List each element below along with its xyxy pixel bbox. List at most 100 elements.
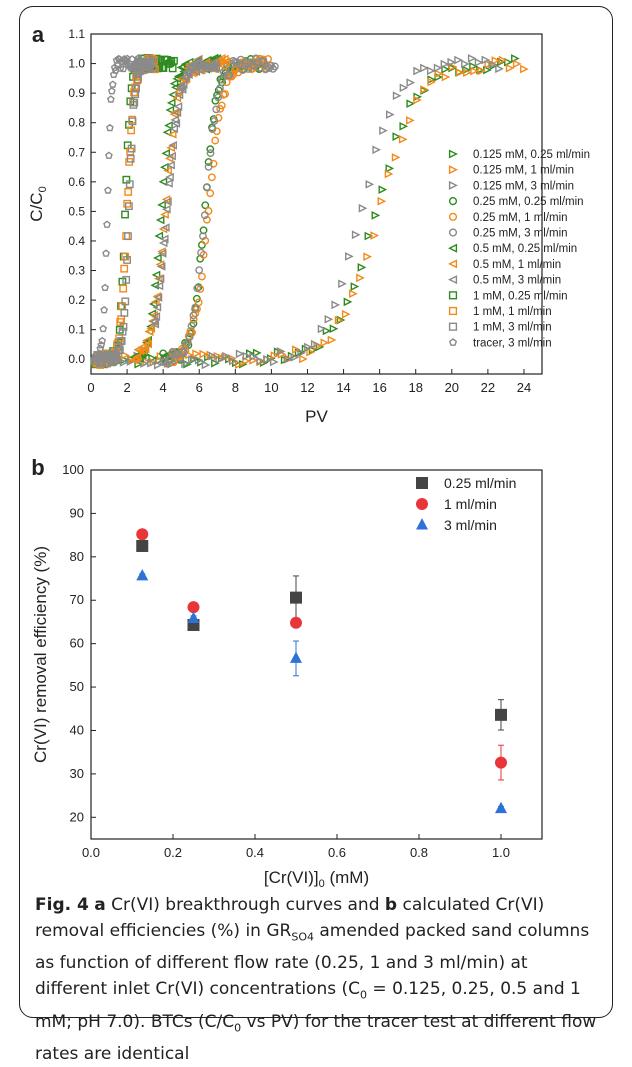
data-point: [488, 60, 498, 69]
data-point: [135, 65, 144, 73]
data-point: [329, 324, 339, 334]
data-point: [498, 55, 508, 65]
y-tick-label: 0.9: [68, 86, 85, 100]
x-tick-label: 0.6: [328, 845, 346, 860]
data-point: [154, 231, 164, 241]
data-point: [331, 300, 341, 310]
data-point: [193, 284, 202, 293]
data-point: [391, 153, 401, 162]
data-point: [211, 358, 220, 368]
data-point: [356, 273, 365, 283]
data-point: [99, 324, 108, 333]
y-tick-label: 0.6: [68, 175, 85, 189]
data-point: [363, 252, 372, 261]
data-point: [216, 84, 224, 93]
data-point: [161, 148, 171, 158]
data-point: [130, 98, 139, 107]
panel-b-legend: 0.25 ml/min 1 ml/min 3 ml/min: [416, 475, 516, 533]
data-point: [122, 232, 131, 240]
y-tick-label: 0.8: [68, 116, 85, 130]
data-point: [105, 151, 113, 159]
x-axis-label-text: [Cr(VI)]: [264, 868, 319, 887]
x-tick-label: 12: [300, 380, 314, 395]
data-point: [217, 75, 226, 84]
data-point: [217, 101, 226, 110]
data-point: [126, 154, 135, 163]
x-tick-label: 0.0: [82, 845, 100, 860]
data-point: [104, 186, 112, 194]
data-point: [252, 54, 260, 63]
data-point: [167, 151, 176, 161]
data-point: [107, 87, 116, 95]
data-point: [242, 356, 251, 366]
data-point: [191, 303, 200, 312]
data-point: [511, 54, 520, 63]
data-point: [194, 283, 203, 292]
legend-label: 0.5 mM, 3 ml/min: [473, 275, 561, 287]
data-point: [269, 357, 279, 367]
data-point: [180, 348, 188, 357]
legend-marker: [416, 498, 428, 510]
data-point: [121, 350, 130, 360]
data-point: [134, 75, 142, 84]
data-point: [122, 275, 131, 284]
data-point: [343, 297, 353, 307]
data-point: [163, 197, 172, 206]
data-point: [157, 249, 167, 258]
data-point: [441, 72, 451, 82]
data-point: [120, 308, 129, 317]
data-point: [207, 59, 216, 69]
panel-a-plot-area: [90, 33, 543, 375]
data-point: [341, 309, 351, 319]
data-point: [162, 127, 172, 137]
data-point: [177, 85, 187, 94]
x-tick-label: 0: [87, 380, 94, 395]
data-point: [427, 77, 437, 87]
data-point: [166, 160, 175, 170]
data-point: [491, 56, 501, 65]
data-point: [455, 68, 465, 77]
panel-b-letter: b: [31, 455, 44, 480]
data-point: [495, 756, 507, 769]
data-point: [371, 211, 381, 220]
legend-label: 0.125 mM, 0.25 ml/min: [473, 149, 590, 161]
data-point: [263, 354, 272, 364]
data-point: [164, 179, 173, 188]
data-point: [365, 180, 375, 189]
data-point: [290, 591, 302, 604]
data-point: [484, 60, 494, 69]
caption-text-2: calculated Cr(VI) removal efficiencies (…: [35, 895, 545, 941]
y-tick-label: 70: [70, 592, 84, 607]
legend-marker: [416, 477, 428, 489]
data-point: [106, 95, 115, 103]
data-point: [406, 116, 415, 125]
data-point: [477, 66, 486, 76]
legend-label: 0.25 mM, 1 ml/min: [473, 212, 568, 224]
x-tick-label: 22: [481, 380, 495, 395]
data-point: [351, 230, 361, 240]
data-point: [169, 124, 179, 134]
data-point: [150, 297, 160, 307]
data-point: [290, 616, 302, 629]
data-point: [497, 57, 506, 67]
data-point: [520, 64, 529, 74]
data-point: [158, 177, 168, 187]
data-point: [117, 337, 126, 345]
legend-marker: [448, 149, 458, 159]
data-point: [165, 172, 174, 182]
caption-text-4: = 0.125, 0.25, 0.5 and 1 mM; pH 7.0). BT…: [35, 979, 581, 1032]
data-point: [379, 126, 388, 135]
data-point: [174, 90, 184, 100]
panel-b-plot-area: [90, 469, 543, 840]
y-tick-label: 0.1: [68, 323, 85, 337]
panel-a-data-points: [90, 53, 529, 370]
data-point: [159, 234, 169, 244]
y-tick-label: 0.0: [68, 352, 85, 366]
data-point: [171, 119, 181, 128]
data-point: [123, 256, 131, 264]
data-point: [495, 801, 507, 814]
data-point: [317, 324, 327, 334]
data-point: [377, 196, 387, 206]
data-point: [149, 58, 158, 66]
data-point: [334, 315, 344, 325]
